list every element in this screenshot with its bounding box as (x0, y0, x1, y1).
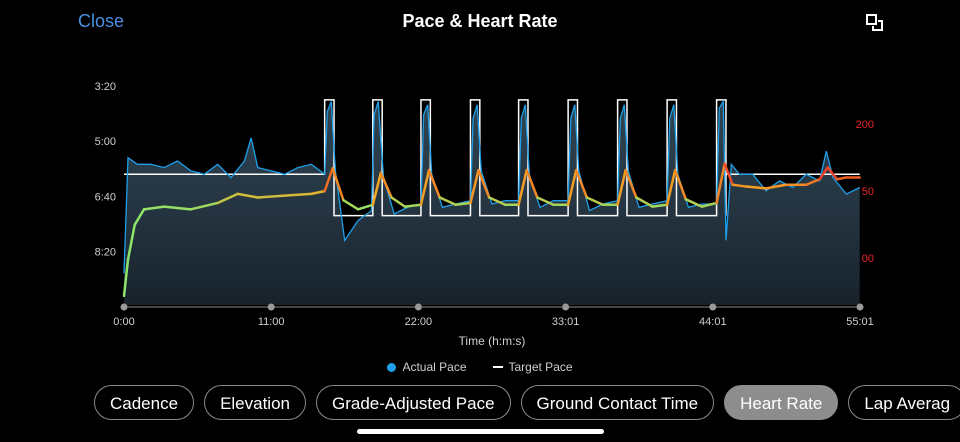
heart-rate-segment (236, 192, 260, 199)
heart-rate-segment (342, 198, 360, 211)
x-tick-dot[interactable] (414, 303, 422, 311)
heart-rate-segment (764, 183, 788, 190)
x-tick-dot[interactable] (856, 303, 864, 311)
heart-rate-segment (438, 196, 457, 207)
x-tick-dot[interactable] (120, 303, 128, 311)
heart-rate-segment (635, 196, 654, 208)
heart-rate-segment (723, 162, 734, 186)
heart-rate-segment (419, 168, 431, 207)
heart-rate-segment (454, 201, 472, 207)
heart-rate-segment (574, 168, 589, 199)
heart-rate-segment (665, 168, 677, 207)
heart-rate-segment (142, 205, 166, 211)
x-tick-label: 33:01 (552, 316, 580, 328)
heart-rate-segment (651, 203, 669, 208)
heart-rate-segment (624, 168, 638, 199)
heart-rate-segment (684, 198, 704, 208)
heart-rate-segment (427, 168, 441, 199)
hr-tick-label: 50 (862, 186, 874, 198)
tab-heart-rate[interactable]: Heart Rate (724, 385, 839, 420)
x-tick-label: 0:00 (113, 316, 134, 328)
heart-rate-segment (122, 258, 130, 298)
heart-rate-segment (487, 196, 507, 207)
heart-rate-segment (256, 194, 286, 199)
heart-rate-segment (804, 178, 821, 186)
heart-rate-segment (331, 167, 345, 202)
heart-rate-segment (826, 166, 839, 181)
tab-ground-contact-time[interactable]: Ground Contact Time (520, 385, 715, 420)
legend-target-pace[interactable]: Target Pace (492, 360, 573, 374)
x-tick-label: 22:00 (405, 316, 433, 328)
heart-rate-segment (673, 168, 688, 201)
legend-actual-pace[interactable]: Actual Pace (387, 360, 467, 374)
heart-rate-segment (818, 166, 829, 181)
heart-rate-segment (390, 196, 407, 208)
target-pace-swatch (492, 366, 503, 368)
tab-cadence[interactable]: Cadence (94, 385, 195, 420)
x-tick-label: 44:01 (699, 316, 727, 328)
x-tick-label: 55:01 (846, 316, 874, 328)
page-title: Pace & Heart Rate (402, 11, 558, 31)
heart-rate-segment (323, 167, 334, 193)
legend-actual-pace-label: Actual Pace (402, 360, 467, 374)
pace-heart-rate-chart: 3:20 5:00 6:40 8:20 200 50 00 0:00 11:00 22:00 3… (95, 81, 874, 348)
hr-tick-label: 200 (856, 119, 874, 131)
heart-rate-segment (477, 168, 491, 199)
x-tick-dot[interactable] (267, 303, 275, 311)
heart-rate-segment (379, 171, 393, 199)
heart-rate-segment (371, 171, 383, 207)
close-button[interactable]: Close (78, 11, 125, 31)
heart-rate-segment (356, 203, 375, 211)
heart-rate-segment (162, 205, 193, 211)
heart-rate-segment (126, 223, 136, 261)
actual-pace-swatch (387, 362, 397, 372)
metric-tabs: Cadence Elevation Grade-Adjusted Pace Groun… (94, 385, 960, 420)
tab-elevation[interactable]: Elevation (204, 385, 306, 420)
heart-rate-segment (283, 192, 313, 197)
heart-rate-segment (744, 185, 768, 190)
tab-lap-averag[interactable]: Lap Averag (848, 385, 960, 420)
heart-rate-line (122, 162, 861, 298)
pace-tick-label: 8:20 (95, 246, 116, 258)
heart-rate-segment (310, 189, 326, 196)
heart-rate-segment (616, 168, 627, 207)
x-axis-label: Time (h:m:s) (459, 334, 526, 348)
expand-icon[interactable] (866, 14, 884, 32)
heart-rate-segment (525, 168, 539, 199)
heart-rate-segment (216, 192, 239, 205)
tab-grade-adjusted-pace[interactable]: Grade-Adjusted Pace (316, 385, 511, 420)
pace-tick-label: 5:00 (95, 136, 116, 148)
legend-target-pace-label: Target Pace (508, 360, 573, 374)
heart-rate-segment (566, 168, 578, 207)
heart-rate-segment (536, 196, 555, 207)
heart-rate-segment (715, 162, 726, 205)
pace-tick-label: 6:40 (95, 191, 116, 203)
heart-rate-segment (403, 203, 423, 208)
heart-rate-segment (189, 201, 219, 211)
heart-rate-segment (731, 183, 748, 188)
heart-rate-segment (517, 168, 528, 207)
x-tick-label: 11:00 (258, 316, 285, 328)
x-tick-dot[interactable] (562, 303, 570, 311)
home-indicator (357, 429, 604, 434)
actual-pace-line (123, 99, 860, 274)
pace-tick-label: 3:20 (95, 81, 116, 93)
hr-tick-label: 00 (862, 253, 874, 265)
heart-rate-segment (835, 176, 848, 181)
heart-rate-segment (133, 208, 146, 227)
chart-legend: Actual Pace Target Pace (0, 360, 960, 374)
x-tick-dot[interactable] (709, 303, 717, 311)
heart-rate-segment (700, 201, 718, 208)
heart-rate-segment (469, 168, 480, 205)
heart-rate-segment (585, 196, 605, 207)
